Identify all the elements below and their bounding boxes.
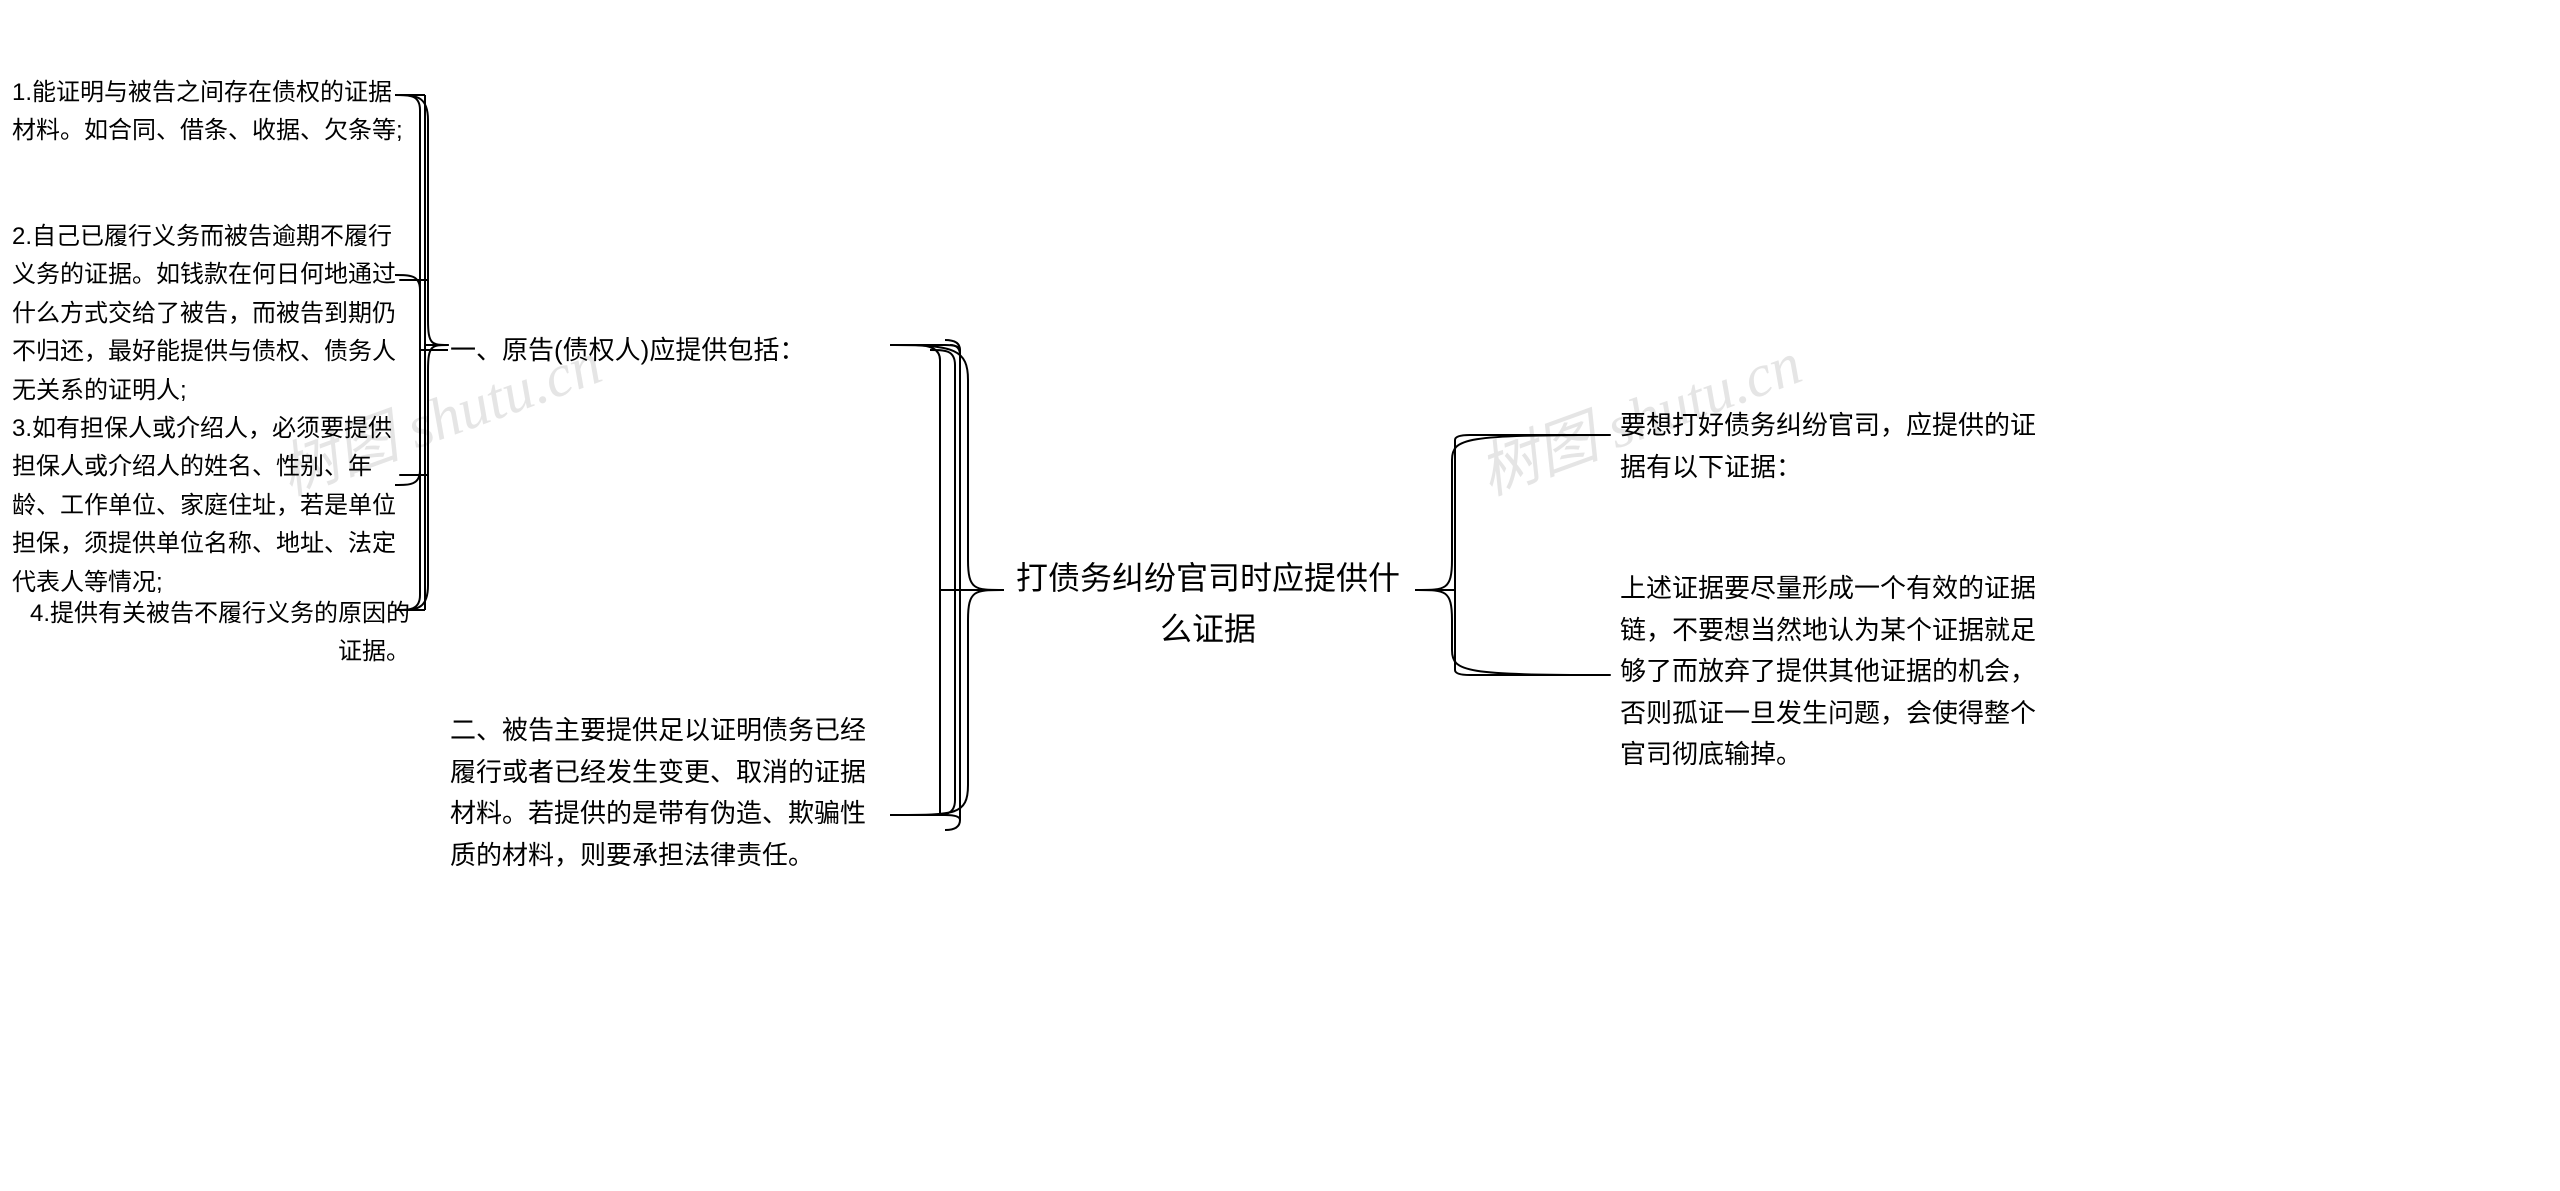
left-child-2-text: 2.自己已履行义务而被告逾期不履行义务的证据。如钱款在何日何地通过什么方式交给了… <box>12 223 396 404</box>
left-branch-1: 一、原告(债权人)应提供包括： <box>450 330 880 372</box>
right-branch-2: 上述证据要尽量形成一个有效的证据链，不要想当然地认为某个证据就足够了而放弃了提供… <box>1620 568 2040 776</box>
left-branch-1-text: 一、原告(债权人)应提供包括： <box>450 335 805 365</box>
center-node: 打债务纠纷官司时应提供什么证据 <box>1008 553 1408 655</box>
right-branch-2-text: 上述证据要尽量形成一个有效的证据链，不要想当然地认为某个证据就足够了而放弃了提供… <box>1620 573 2036 769</box>
center-text: 打债务纠纷官司时应提供什么证据 <box>1016 560 1400 647</box>
left-child-3-text: 3.如有担保人或介绍人，必须要提供担保人或介绍人的姓名、性别、年龄、工作单位、家… <box>12 415 396 596</box>
left-child-1-text: 1.能证明与被告之间存在债权的证据材料。如合同、借条、收据、欠条等; <box>12 79 403 144</box>
left-branch-2-text: 二、被告主要提供足以证明债务已经履行或者已经发生变更、取消的证据材料。若提供的是… <box>450 715 866 870</box>
left-child-2: 2.自己已履行义务而被告逾期不履行义务的证据。如钱款在何日何地通过什么方式交给了… <box>12 218 412 410</box>
left-child-1: 1.能证明与被告之间存在债权的证据材料。如合同、借条、收据、欠条等; <box>12 74 412 151</box>
left-child-4-text: 4.提供有关被告不履行义务的原因的证据。 <box>30 600 410 665</box>
left-child-3: 3.如有担保人或介绍人，必须要提供担保人或介绍人的姓名、性别、年龄、工作单位、家… <box>12 410 412 602</box>
left-child-4: 4.提供有关被告不履行义务的原因的证据。 <box>20 595 410 672</box>
right-branch-1: 要想打好债务纠纷官司，应提供的证据有以下证据： <box>1620 405 2040 488</box>
left-branch-2: 二、被告主要提供足以证明债务已经履行或者已经发生变更、取消的证据材料。若提供的是… <box>450 710 880 876</box>
right-branch-1-text: 要想打好债务纠纷官司，应提供的证据有以下证据： <box>1620 410 2036 482</box>
